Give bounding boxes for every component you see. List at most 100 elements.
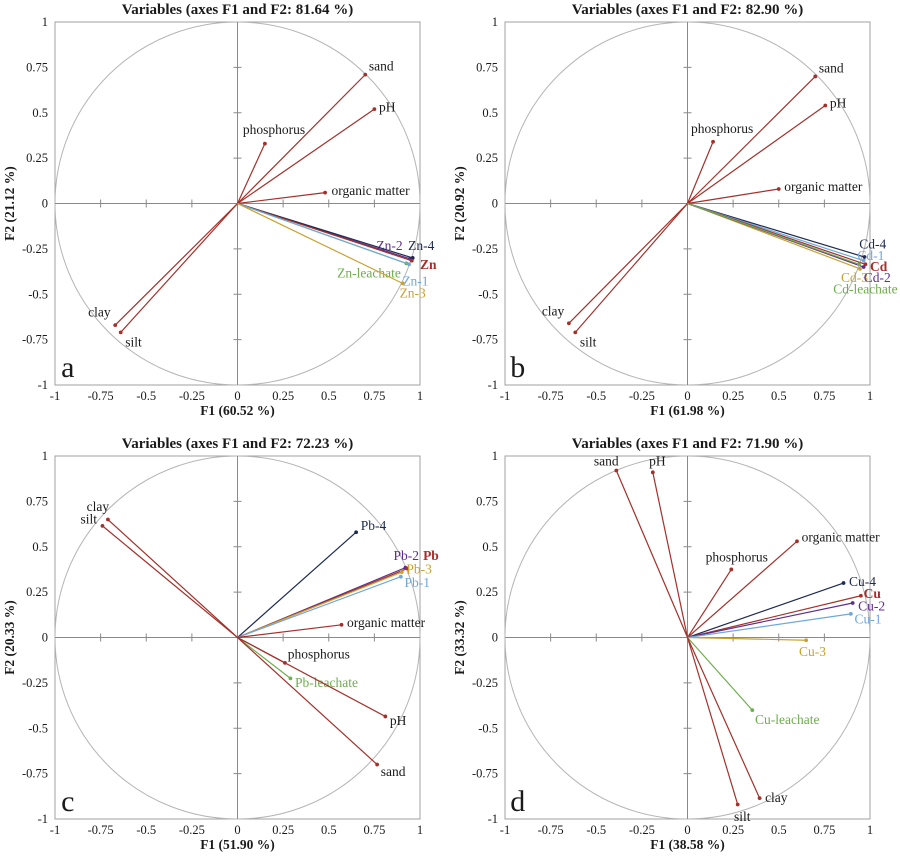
vector-label-ph: pH <box>390 713 407 728</box>
vector-label-cu-1: Cu-1 <box>854 611 881 626</box>
y-tick-label: -0.75 <box>472 767 498 781</box>
y-tick-label: -0.5 <box>478 287 498 301</box>
vector-pb-4 <box>237 531 357 638</box>
x-tick-label: -0.25 <box>629 389 655 403</box>
plot-title-c: Variables (axes F1 and F2: 72.23 %) <box>122 436 354 452</box>
y-axis-title: F2 (33.32 %) <box>452 600 467 675</box>
x-tick-label: 1 <box>867 823 873 837</box>
vector-label-cd-4: Cd-4 <box>859 236 886 251</box>
vector-clay <box>107 519 238 638</box>
y-tick-label: 0 <box>42 631 48 645</box>
vector-tip-silt <box>573 330 578 335</box>
vector-organic-matter <box>237 624 342 639</box>
vector-cu-leachate <box>687 637 753 711</box>
vector-sand <box>237 74 366 204</box>
vector-label-phosphorus: phosphorus <box>706 550 768 565</box>
vector-tip-pb-4 <box>354 530 359 535</box>
y-tick-label: 1 <box>492 15 498 29</box>
panel-letter-c: c <box>61 785 74 818</box>
x-axis-title: F1 (51.90 %) <box>200 837 275 852</box>
x-axis-title: F1 (61.98 %) <box>650 403 725 418</box>
y-tick-label: -0.5 <box>28 287 48 301</box>
vector-label-pb: Pb <box>423 548 439 563</box>
y-axis-title: F2 (20.92 %) <box>452 166 467 241</box>
vector-tip-cu-2 <box>850 601 855 605</box>
x-tick-label: -1 <box>500 823 510 837</box>
vector-label-clay: clay <box>765 790 788 805</box>
y-tick-label: 0.5 <box>482 106 498 120</box>
vector-label-cu-2: Cu-2 <box>858 599 885 614</box>
vector-label-zn-2: Zn-2 <box>376 238 402 253</box>
x-tick-label: -0.75 <box>88 823 114 837</box>
y-tick-label: 0.75 <box>476 60 498 74</box>
y-tick-label: 0.25 <box>26 585 48 599</box>
vector-tip-zn-1 <box>407 262 411 267</box>
vector-tip-pb <box>405 566 410 571</box>
y-tick-label: 0 <box>492 197 498 211</box>
vector-label-cu-leachate: Cu-leachate <box>755 712 819 727</box>
x-tick-label: 0.5 <box>771 389 787 403</box>
vector-label-cd-3: Cd-3 <box>841 270 868 285</box>
x-tick-label: 0.25 <box>272 823 294 837</box>
vector-tip-sand <box>375 762 380 767</box>
pca-plot-c: Variables (axes F1 and F2: 72.23 %) -1-1 -… <box>2 436 439 852</box>
y-tick-label: 0.5 <box>32 540 48 554</box>
vector-tip-ph <box>823 103 828 108</box>
vector-label-cu-4: Cu-4 <box>849 574 876 589</box>
vector-sand <box>237 637 378 765</box>
y-axis-title: F2 (21.12 %) <box>2 166 17 241</box>
pca-plot-b: Variables (axes F1 and F2: 82.90 %) -1-1 -… <box>452 2 898 418</box>
x-tick-label: -0.75 <box>88 389 114 403</box>
vector-tip-cd-3 <box>858 266 862 271</box>
x-tick-label: 0.25 <box>722 389 744 403</box>
vector-tip-sand <box>813 74 818 79</box>
y-tick-label: -1 <box>38 812 48 826</box>
vector-zn-3 <box>237 202 403 284</box>
panel-letter-d: d <box>510 785 525 818</box>
x-tick-label: -0.5 <box>136 389 156 403</box>
y-tick-label: 1 <box>42 15 48 29</box>
x-tick-label: 0.75 <box>363 389 385 403</box>
vector-label-pb-leachate: Pb-leachate <box>295 675 358 690</box>
vector-label-sand: sand <box>369 58 394 73</box>
y-tick-label: -1 <box>488 812 498 826</box>
vector-organic-matter <box>237 192 326 205</box>
plot-title-d: Variables (axes F1 and F2: 71.90 %) <box>572 436 804 452</box>
vector-ph <box>687 105 826 204</box>
vector-label-cu-3: Cu-3 <box>799 644 826 659</box>
vector-cu-1 <box>687 613 851 639</box>
vector-tip-pb-leachate <box>288 676 293 681</box>
x-tick-label: 0.5 <box>321 823 337 837</box>
vector-tip-sand <box>363 72 368 77</box>
x-tick-label: -0.75 <box>538 389 564 403</box>
y-tick-label: 0.5 <box>482 540 498 554</box>
vector-silt <box>686 637 739 805</box>
vector-tip-ph <box>383 714 388 719</box>
y-tick-label: 1 <box>492 449 498 463</box>
x-axis-title: F1 (38.58 %) <box>650 837 725 852</box>
vector-label-zn-4: Zn-4 <box>408 238 434 253</box>
vector-phosphorus <box>236 143 266 204</box>
vector-label-phosphorus: phosphorus <box>288 647 350 662</box>
vector-phosphorus <box>686 141 714 204</box>
pca-panel-d: Variables (axes F1 and F2: 71.90 %) -1 -1 -… <box>450 434 900 868</box>
y-tick-label: -0.25 <box>22 242 48 256</box>
x-axis-title: F1 (60.52 %) <box>200 403 275 418</box>
vector-organic-matter <box>687 188 779 205</box>
x-tick-label: 0.25 <box>272 389 294 403</box>
pca-panel-a: Variables (axes F1 and F2: 81.64 %) -1 -1 -… <box>0 0 450 434</box>
vector-sand <box>687 76 816 204</box>
vector-pb-3 <box>237 571 402 639</box>
vector-label-ph: pH <box>830 96 847 111</box>
vector-tip-cu <box>858 593 863 598</box>
vector-label-cd-leachate: Cd-leachate <box>833 282 897 297</box>
x-tick-label: -1 <box>50 823 60 837</box>
y-tick-label: 0 <box>42 197 48 211</box>
vector-tip-cu-1 <box>848 612 853 616</box>
vector-clay <box>568 203 688 324</box>
vector-tip-silt <box>100 523 105 528</box>
pca-plot-d: Variables (axes F1 and F2: 71.90 %) -1-1 -… <box>452 436 885 852</box>
vector-tip-sand <box>614 468 619 473</box>
vector-label-zn-leachate: Zn-leachate <box>337 265 401 280</box>
